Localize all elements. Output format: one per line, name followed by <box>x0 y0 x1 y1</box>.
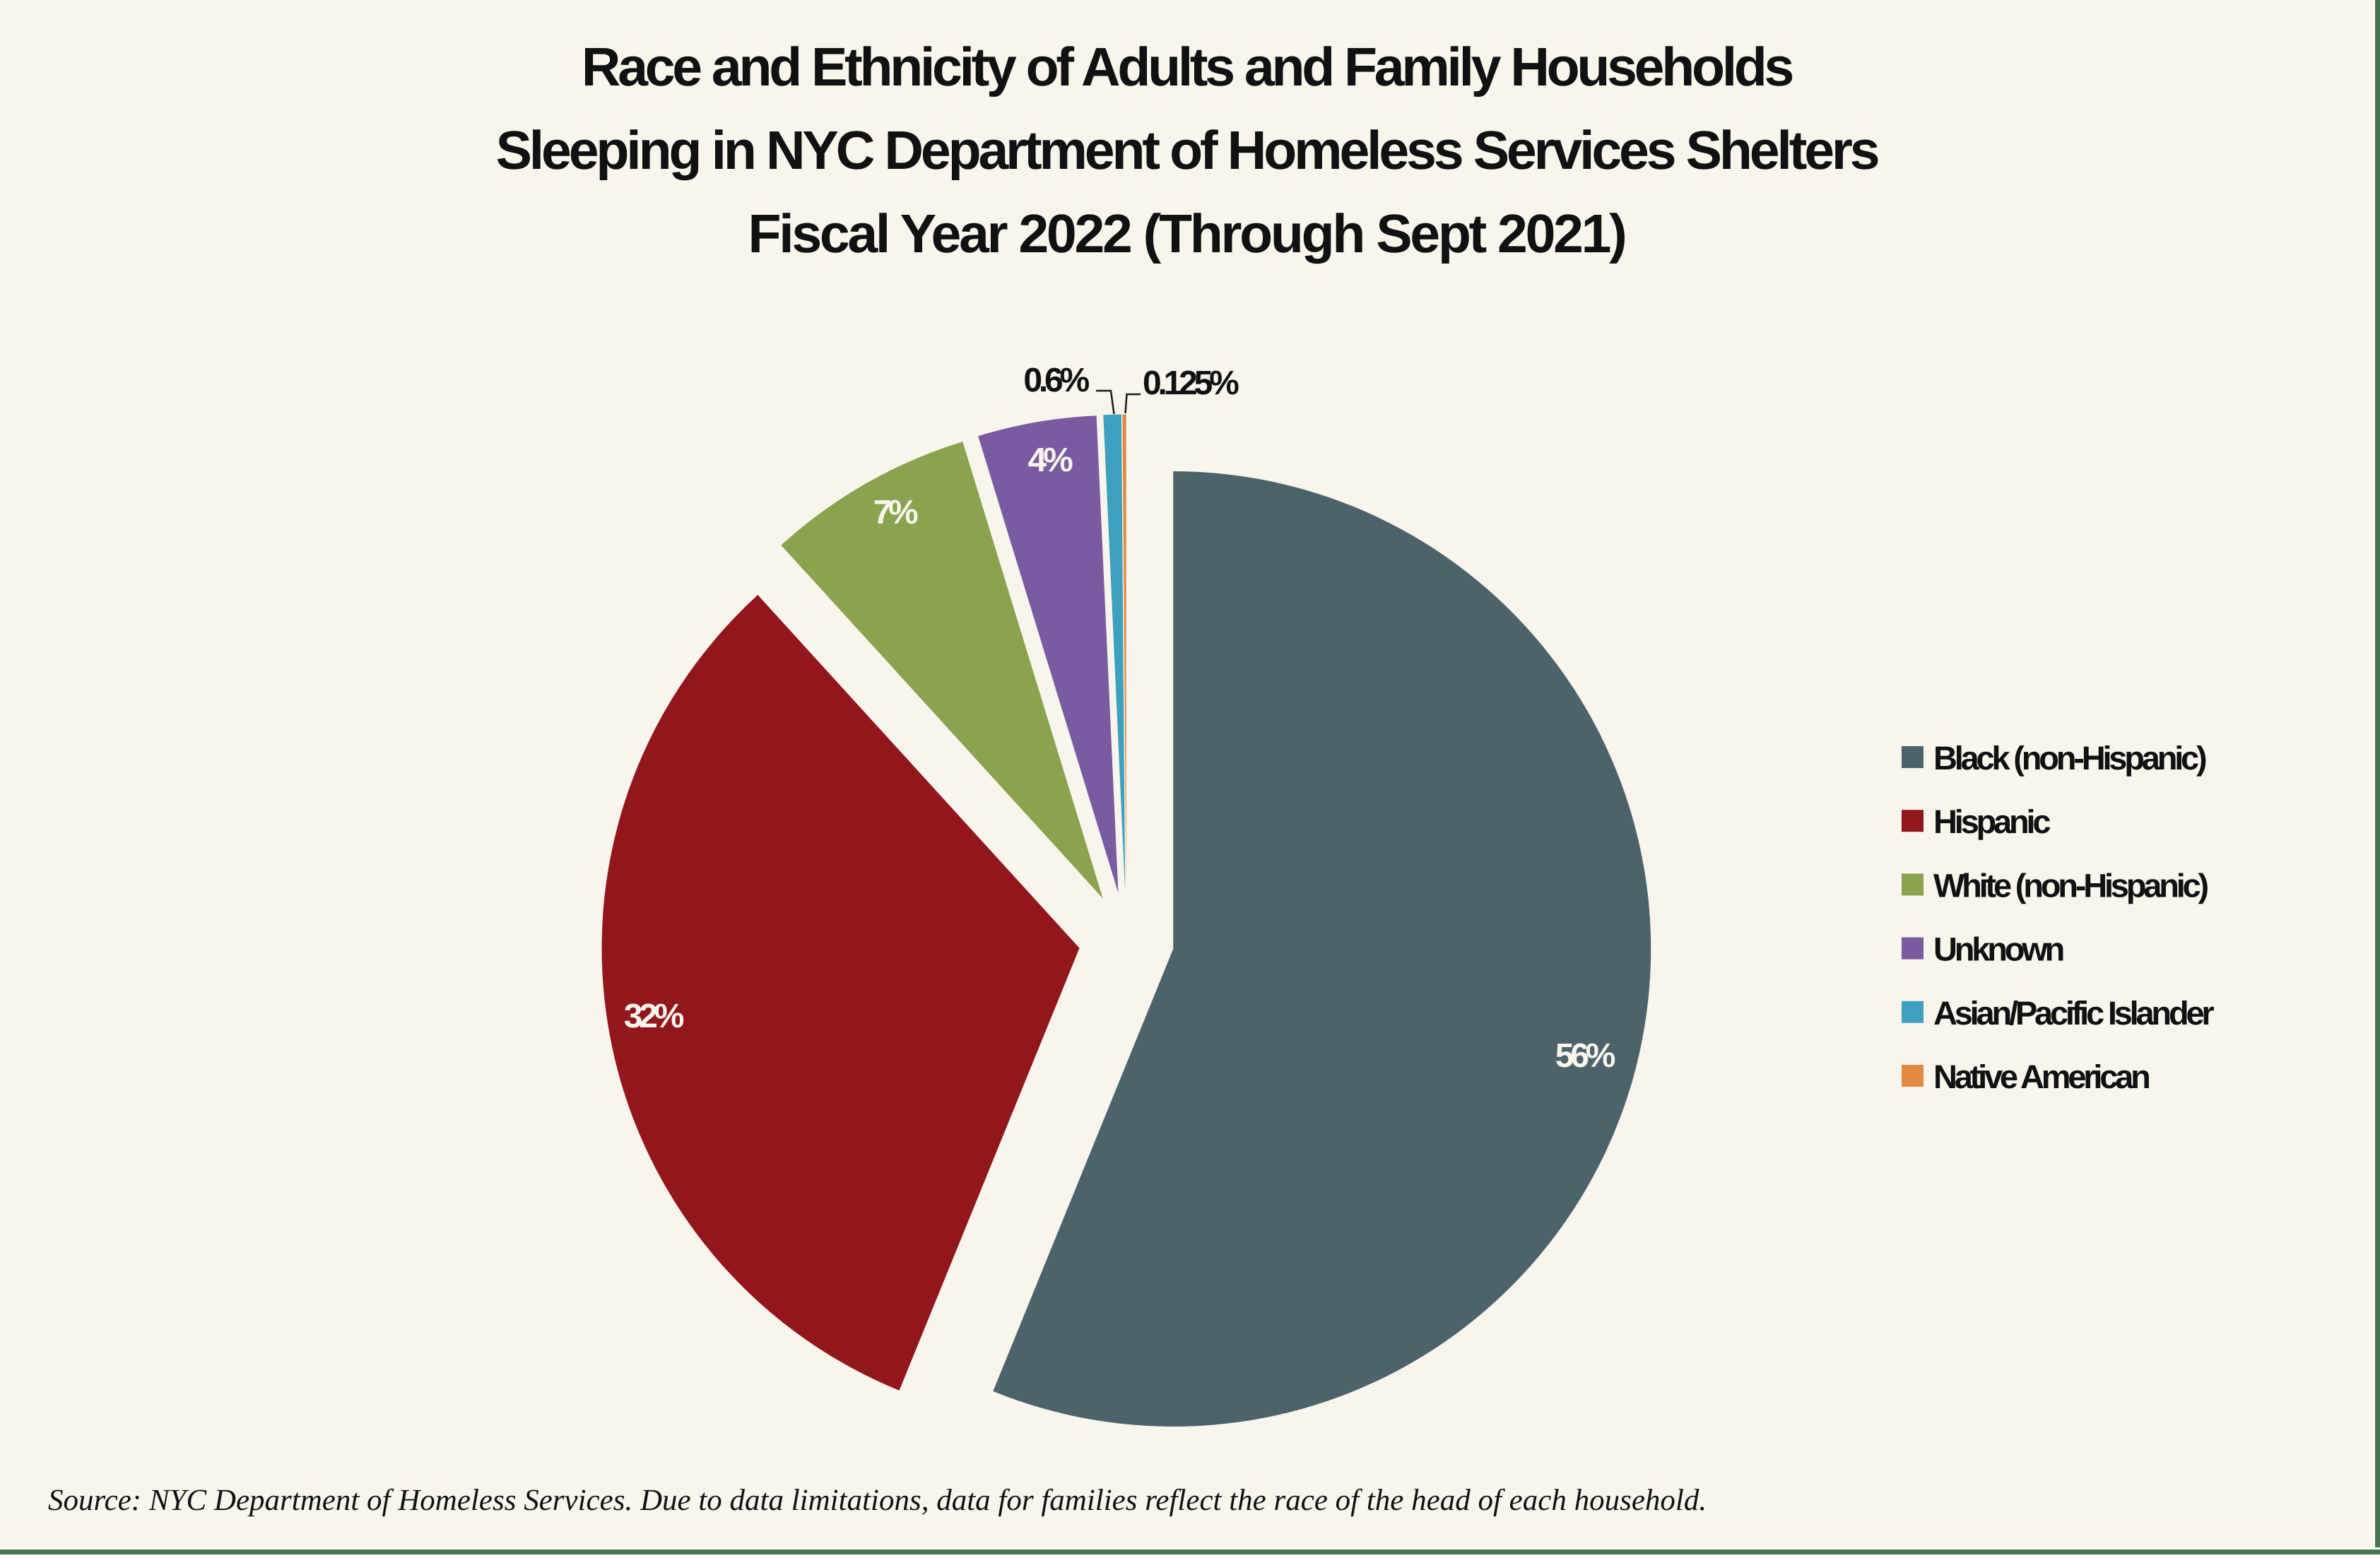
svg-text:0.6%: 0.6% <box>1023 362 1089 399</box>
svg-text:Hispanic: Hispanic <box>1933 803 2050 840</box>
svg-text:Fiscal Year 2022 (Through Sept: Fiscal Year 2022 (Through Sept 2021) <box>748 203 1625 264</box>
svg-text:White (non-Hispanic): White (non-Hispanic) <box>1933 866 2208 904</box>
svg-text:0.125%: 0.125% <box>1143 365 1239 402</box>
svg-text:Unknown: Unknown <box>1933 931 2063 968</box>
svg-text:32%: 32% <box>624 998 684 1035</box>
svg-text:Sleeping in NYC Department of: Sleeping in NYC Department of Homeless S… <box>496 120 1878 181</box>
svg-text:56%: 56% <box>1555 1037 1615 1075</box>
svg-text:4%: 4% <box>1028 442 1073 479</box>
svg-text:7%: 7% <box>873 494 918 531</box>
svg-text:Native American: Native American <box>1933 1058 2149 1095</box>
svg-text:Black (non-Hispanic): Black (non-Hispanic) <box>1933 739 2206 777</box>
svg-text:Source: NYC Department of Home: Source: NYC Department of Homeless Servi… <box>48 1484 1707 1517</box>
svg-text:Race and Ethnicity of Adults a: Race and Ethnicity of Adults and Family … <box>582 37 1793 98</box>
svg-text:Asian/Pacific Islander: Asian/Pacific Islander <box>1933 994 2214 1032</box>
